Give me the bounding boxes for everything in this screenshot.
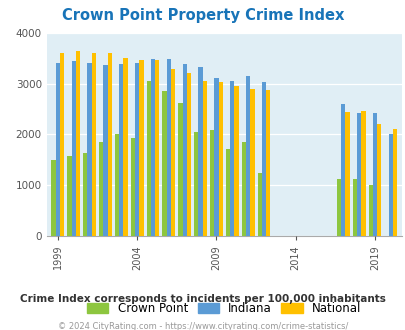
Bar — [376, 124, 380, 236]
Bar — [249, 89, 254, 236]
Bar — [245, 76, 249, 236]
Bar — [265, 90, 270, 236]
Bar — [150, 59, 155, 236]
Bar — [352, 179, 356, 236]
Bar — [55, 63, 60, 236]
Bar — [119, 64, 123, 236]
Bar — [214, 78, 218, 236]
Bar — [130, 138, 134, 236]
Bar — [71, 61, 76, 236]
Bar — [194, 132, 198, 236]
Bar — [336, 179, 340, 236]
Bar — [261, 82, 265, 236]
Bar — [372, 113, 376, 236]
Bar — [60, 53, 64, 236]
Bar — [202, 81, 207, 236]
Bar — [186, 73, 191, 236]
Bar — [257, 173, 261, 236]
Bar — [198, 67, 202, 236]
Bar — [368, 185, 372, 236]
Bar — [171, 69, 175, 236]
Bar — [146, 81, 150, 236]
Bar — [51, 160, 55, 236]
Bar — [218, 82, 222, 236]
Text: Crown Point Property Crime Index: Crown Point Property Crime Index — [62, 8, 343, 23]
Bar — [107, 53, 111, 236]
Bar — [162, 91, 166, 236]
Bar — [225, 149, 230, 236]
Bar — [92, 53, 96, 236]
Legend: Crown Point, Indiana, National: Crown Point, Indiana, National — [83, 299, 364, 319]
Bar — [87, 63, 92, 236]
Bar — [360, 111, 364, 236]
Bar — [345, 112, 349, 236]
Bar — [234, 86, 238, 236]
Bar — [67, 156, 71, 236]
Bar — [241, 142, 245, 236]
Bar — [83, 153, 87, 236]
Bar — [139, 60, 143, 236]
Bar — [99, 142, 103, 236]
Bar — [166, 59, 171, 236]
Bar — [115, 135, 119, 236]
Bar — [392, 129, 396, 236]
Bar — [103, 65, 107, 236]
Bar — [230, 81, 234, 236]
Bar — [123, 58, 127, 236]
Text: Crime Index corresponds to incidents per 100,000 inhabitants: Crime Index corresponds to incidents per… — [20, 294, 385, 304]
Bar — [76, 51, 80, 236]
Text: © 2024 CityRating.com - https://www.cityrating.com/crime-statistics/: © 2024 CityRating.com - https://www.city… — [58, 322, 347, 330]
Bar — [388, 135, 392, 236]
Bar — [209, 130, 214, 236]
Bar — [134, 63, 139, 236]
Bar — [182, 64, 186, 236]
Bar — [155, 60, 159, 236]
Bar — [356, 113, 360, 236]
Bar — [340, 104, 345, 236]
Bar — [178, 103, 182, 236]
